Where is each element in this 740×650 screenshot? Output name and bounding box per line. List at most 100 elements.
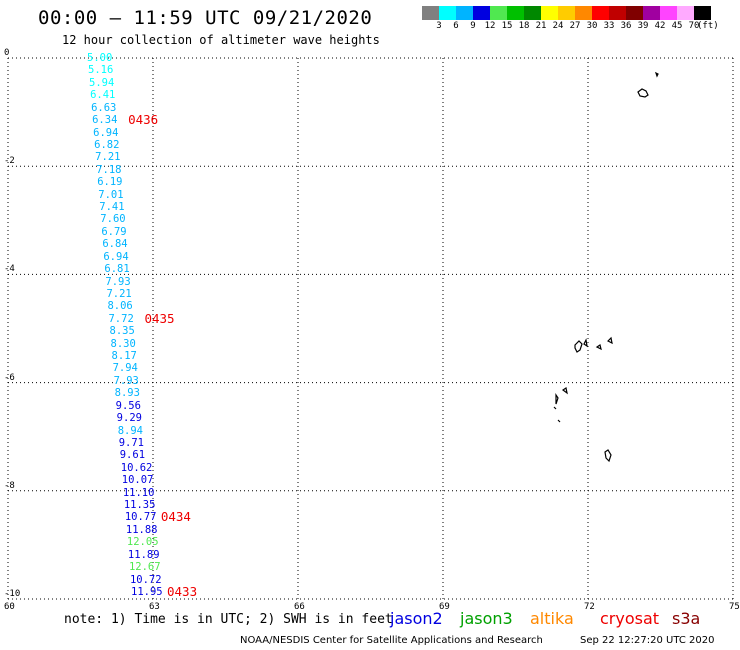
legend-label: 39 — [637, 21, 649, 31]
wave-height-value: 6.41 — [90, 89, 116, 102]
legend-swatch — [422, 6, 439, 20]
legend-swatch — [541, 6, 558, 20]
wave-height-value: 6.79 — [101, 225, 127, 238]
wave-height-value: 7.18 — [96, 163, 122, 176]
legend-swatch — [558, 6, 575, 20]
pass-time-label: 0436 — [128, 112, 159, 128]
legend-label: 30 — [586, 21, 598, 31]
wave-height-value: 12.67 — [128, 561, 161, 574]
longitude-tick-label: 69 — [439, 602, 450, 612]
satellite-name: jason2 — [390, 609, 443, 628]
wave-height-value: 6.34 — [92, 114, 118, 127]
wave-height-value: 8.93 — [114, 387, 140, 400]
wave-height-value: 7.93 — [113, 374, 139, 387]
wave-height-value: 7.93 — [105, 275, 131, 288]
legend-swatch — [507, 6, 524, 20]
wave-height-value: 9.71 — [118, 436, 145, 449]
credit-line: NOAA/NESDIS Center for Satellite Applica… — [240, 635, 543, 646]
wave-height-value: 6.19 — [97, 176, 123, 189]
wave-height-value: 6.63 — [91, 101, 117, 114]
wave-height-value: 6.84 — [102, 238, 128, 251]
pass-time-label: 0433 — [167, 584, 198, 599]
legend-label: 12 — [484, 21, 496, 31]
island-outline — [555, 393, 559, 405]
legend-swatch — [609, 6, 626, 20]
latitude-tick-label: -4 — [4, 264, 15, 275]
wave-height-value: 8.06 — [107, 300, 133, 313]
legend-label: 24 — [552, 21, 564, 31]
legend-swatch — [592, 6, 609, 20]
wave-height-value: 6.94 — [103, 250, 129, 263]
wave-height-value: 7.21 — [95, 151, 121, 164]
legend-swatch — [490, 6, 507, 20]
wave-height-value: 6.81 — [104, 263, 130, 276]
satellite-name: cryosat — [600, 609, 660, 628]
wave-height-value: 10.72 — [129, 573, 162, 586]
wave-height-value: 7.72 — [108, 312, 134, 325]
longitude-tick-label: 75 — [729, 602, 740, 612]
wave-height-value: 12.05 — [126, 536, 159, 549]
footer-note: note: 1) Time is in UTC; 2) SWH is in fe… — [64, 612, 393, 627]
legend-label: 42 — [654, 21, 666, 31]
latitude-tick-label: -8 — [4, 480, 15, 491]
island-outline — [561, 387, 568, 395]
island-outline — [604, 449, 612, 463]
island-outline — [557, 419, 561, 423]
wave-height-value: 8.30 — [110, 337, 136, 350]
pass-time-label: 0434 — [160, 509, 191, 525]
island-outline — [553, 406, 557, 410]
wave-height-value: 7.41 — [99, 201, 125, 214]
legend-swatch — [643, 6, 660, 20]
wave-height-value: 6.94 — [93, 126, 119, 139]
wave-height-value: 7.94 — [112, 362, 138, 375]
wave-height-value: 5.16 — [88, 64, 114, 77]
pass-time-label: 0435 — [144, 310, 175, 326]
wave-height-value: 7.01 — [98, 188, 124, 201]
wave-height-value: 9.29 — [116, 412, 142, 425]
latitude-tick-label: -6 — [4, 372, 15, 383]
legend-swatch — [524, 6, 541, 20]
wave-height-value: 8.17 — [111, 350, 137, 363]
legend-swatch — [660, 6, 677, 20]
map-subtitle: 12 hour collection of altimeter wave hei… — [62, 33, 380, 47]
legend-label: 6 — [453, 21, 459, 31]
satellite-name: jason3 — [460, 609, 513, 628]
latitude-tick-label: 0 — [4, 48, 10, 58]
legend-label: 15 — [501, 21, 513, 31]
legend-label: 21 — [535, 21, 547, 31]
latitude-tick-label: -10 — [4, 589, 21, 599]
legend-swatch — [626, 6, 643, 20]
legend-swatch — [439, 6, 456, 20]
wave-height-value: 11.89 — [127, 548, 160, 561]
wave-height-value: 5.94 — [89, 76, 115, 89]
legend-label: 36 — [620, 21, 632, 31]
legend-swatch — [575, 6, 592, 20]
wave-height-value: 11.35 — [123, 499, 156, 512]
satellite-name: s3a — [672, 609, 701, 628]
island-outline — [637, 88, 649, 98]
legend-label: 70 — [688, 21, 700, 31]
wave-height-value: 5.00 — [87, 52, 113, 64]
wave-height-value: 11.95 — [131, 586, 163, 598]
wave-height-value: 7.60 — [100, 213, 126, 226]
longitude-tick-label: 63 — [149, 602, 160, 612]
satellite-name: altika — [530, 609, 574, 628]
island-outline — [574, 340, 583, 353]
wave-height-value: 10.62 — [120, 461, 153, 474]
wave-height-value: 7.21 — [106, 287, 132, 300]
wave-height-value: 11.10 — [122, 486, 155, 499]
longitude-tick-label: 66 — [294, 602, 305, 612]
legend-label: 18 — [518, 21, 530, 31]
wave-height-value: 8.35 — [109, 325, 135, 338]
island-outline — [606, 336, 613, 345]
legend-label: 45 — [671, 21, 683, 31]
legend-swatch — [473, 6, 490, 20]
wave-height-value: 9.61 — [119, 449, 146, 462]
wave-height-value: 8.94 — [117, 424, 143, 437]
island-outline — [595, 344, 602, 351]
legend-swatch — [694, 6, 711, 20]
island-outline — [583, 338, 588, 348]
wave-height-value: 10.77 — [124, 511, 157, 524]
